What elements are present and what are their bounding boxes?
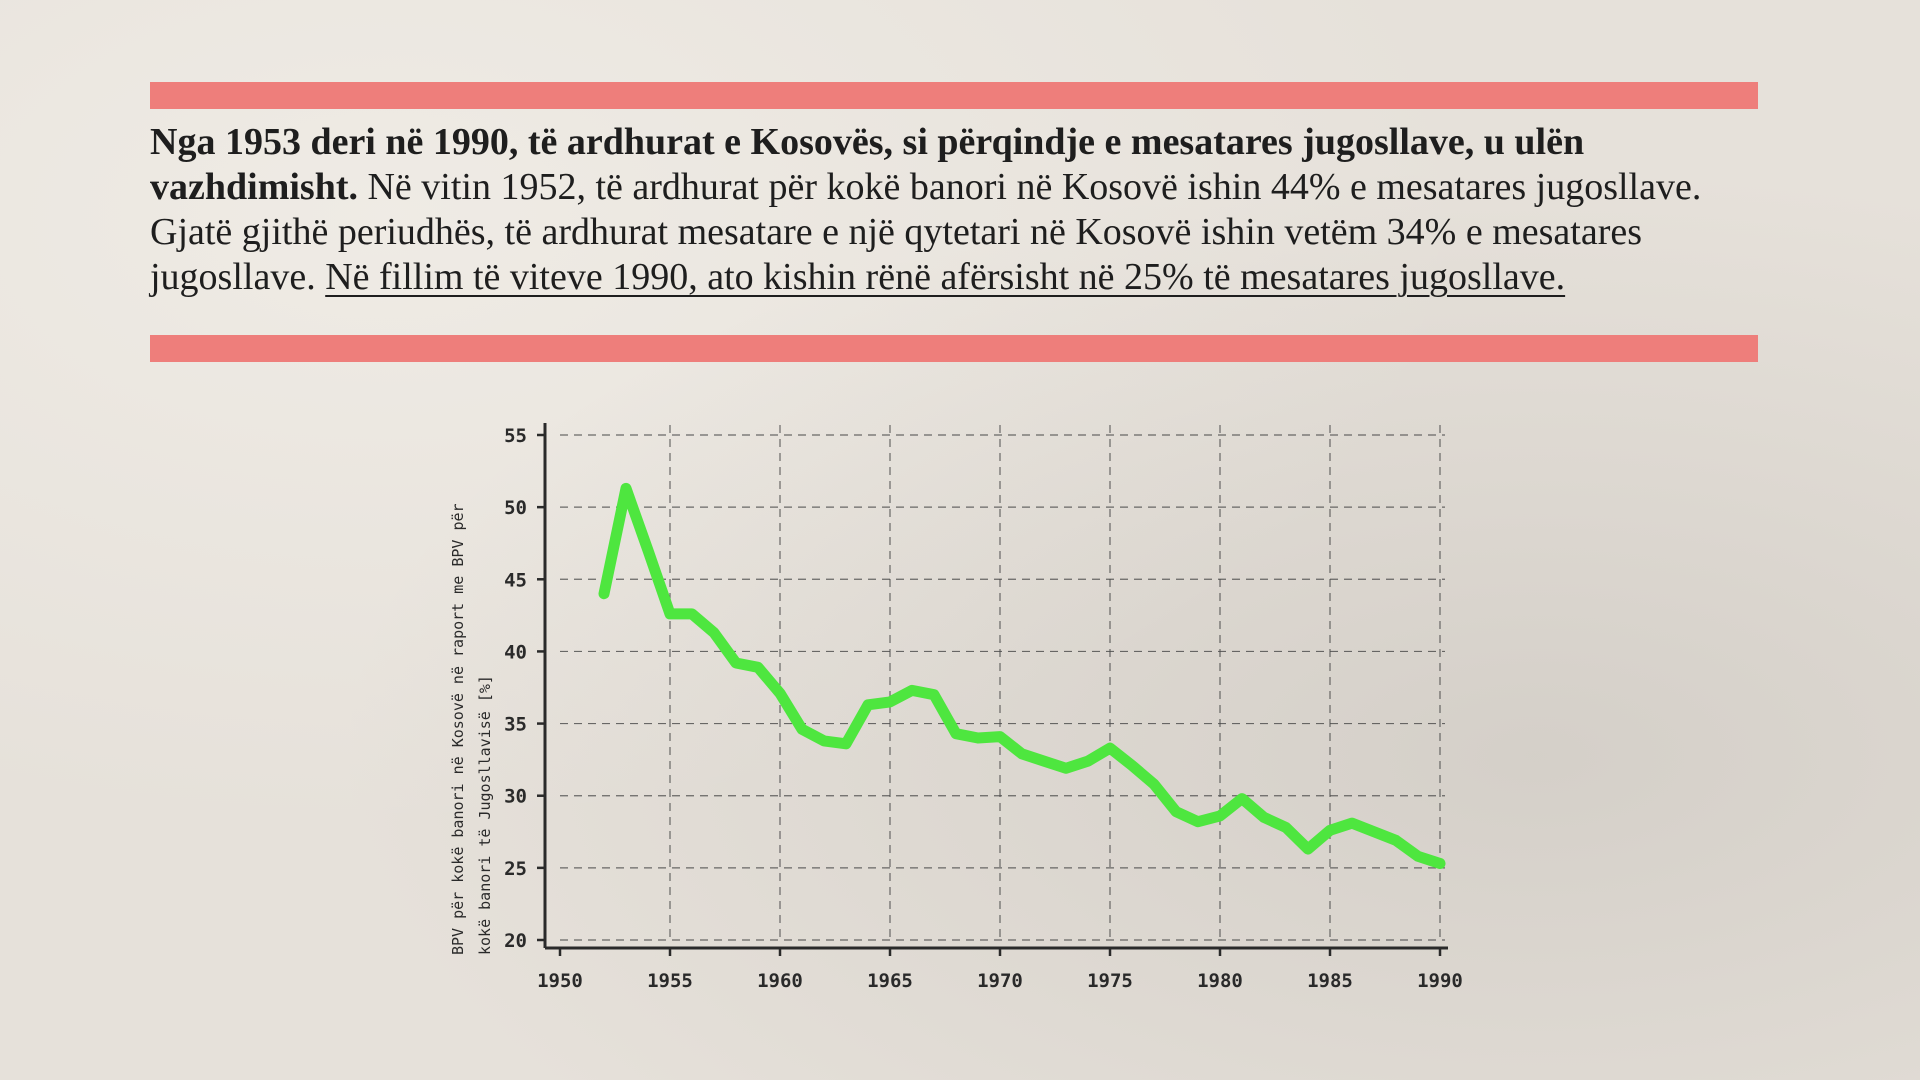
y-axis-label-line-1: BPV për kokë banori në Kosovë në raport … bbox=[449, 503, 467, 955]
x-tick-label: 1980 bbox=[1197, 970, 1243, 992]
y-tick-label: 30 bbox=[504, 786, 527, 808]
caption-text: Nga 1953 deri në 1990, të ardhurat e Kos… bbox=[150, 120, 1770, 300]
x-tick-label: 1955 bbox=[647, 970, 693, 992]
x-tick-label: 1985 bbox=[1307, 970, 1353, 992]
x-tick-label: 1975 bbox=[1087, 970, 1133, 992]
y-tick-label: 50 bbox=[504, 497, 527, 519]
x-tick-label: 1990 bbox=[1417, 970, 1463, 992]
y-tick-label: 40 bbox=[504, 641, 527, 663]
y-axis-label-line-2: kokë banori të Jugosllavisë [%] bbox=[476, 675, 494, 955]
caption-headline: Nga 1953 deri në 1990, të ardhurat e Kos… bbox=[150, 121, 1585, 208]
x-tick-label: 1965 bbox=[867, 970, 913, 992]
y-axis-ticks: 20 25 30 35 40 45 50 55 bbox=[504, 425, 545, 952]
x-tick-label: 1950 bbox=[537, 970, 583, 992]
y-tick-label: 20 bbox=[504, 930, 527, 952]
series-line bbox=[598, 482, 1446, 869]
chart-axes bbox=[543, 423, 1448, 950]
x-axis-ticks: 1950 1955 1960 1965 1970 1975 1980 1985 1990 bbox=[537, 948, 1463, 992]
caption-body: Në vitin 1952, të ardhurat për kokë bano… bbox=[150, 166, 1702, 298]
x-tick-label: 1970 bbox=[977, 970, 1023, 992]
chart-grid bbox=[560, 425, 1445, 941]
y-tick-label: 25 bbox=[504, 858, 527, 880]
bottom-red-stripe bbox=[150, 335, 1758, 362]
y-tick-label: 35 bbox=[504, 714, 527, 736]
y-tick-label: 55 bbox=[504, 425, 527, 447]
y-tick-label: 45 bbox=[504, 569, 527, 591]
top-red-stripe bbox=[150, 82, 1758, 109]
x-tick-label: 1960 bbox=[757, 970, 803, 992]
data-series bbox=[598, 482, 1446, 869]
caption-underlined-sentence: Në fillim të viteve 1990, ato kishin rën… bbox=[325, 256, 1566, 298]
